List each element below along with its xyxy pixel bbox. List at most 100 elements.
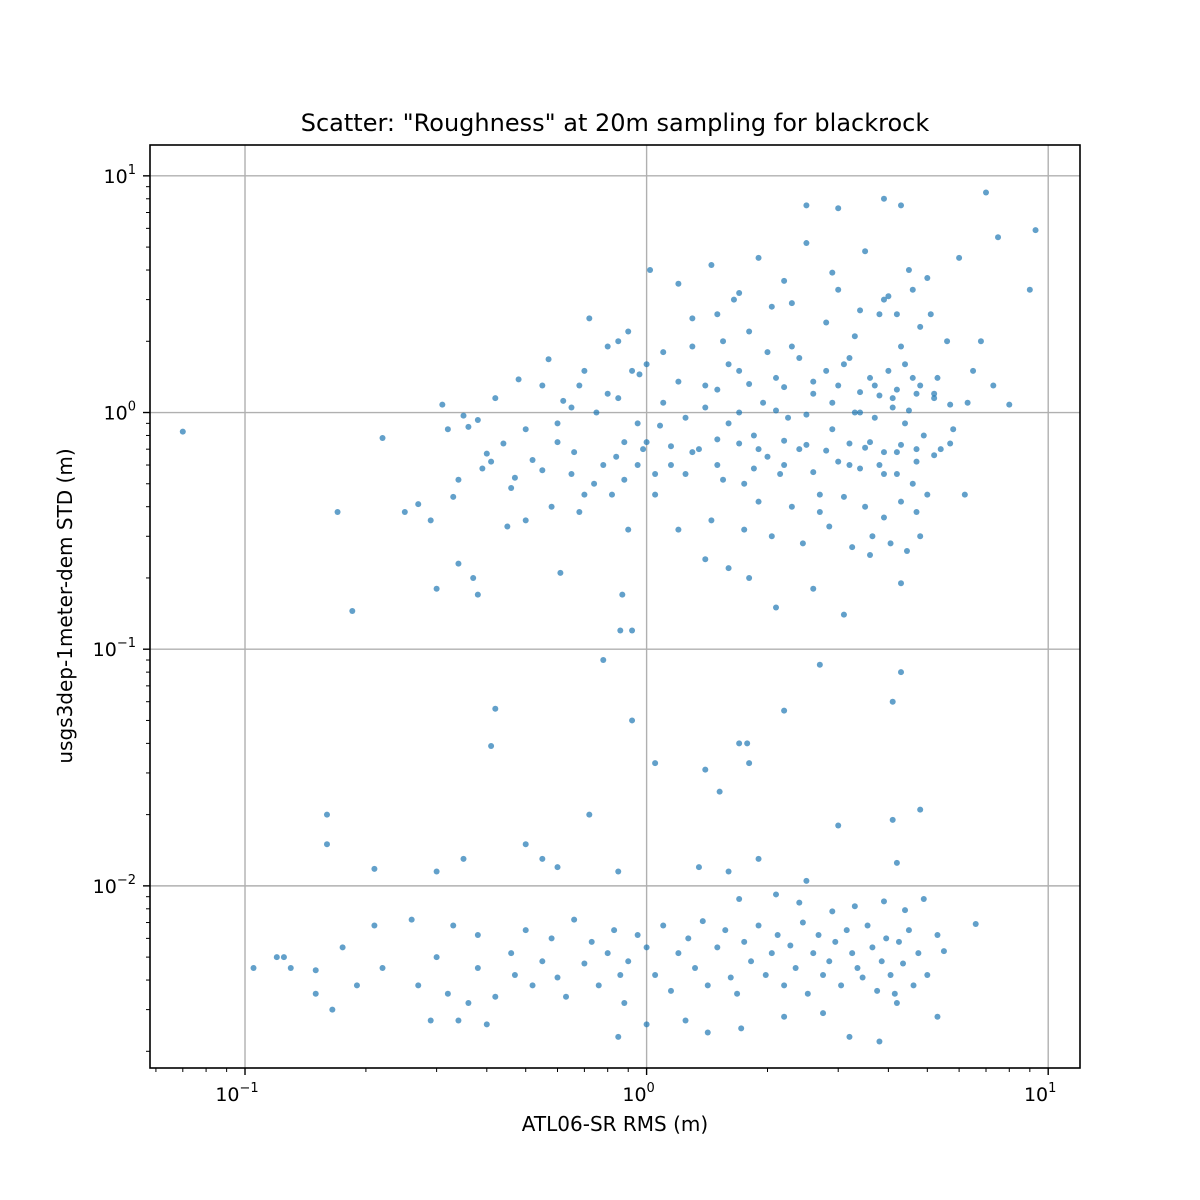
axis-ticks: 10−1 100 101 10−2 10−1 100 101 xyxy=(93,163,1057,1106)
scatter-point xyxy=(893,999,900,1006)
scatter-point xyxy=(755,446,762,453)
scatter-point xyxy=(689,315,696,322)
scatter-point xyxy=(796,354,803,361)
scatter-point xyxy=(660,349,667,356)
scatter-point xyxy=(788,300,795,307)
scatter-point xyxy=(511,474,518,481)
scatter-point xyxy=(840,611,847,618)
scatter-point xyxy=(920,432,927,439)
scatter-point xyxy=(371,922,378,929)
scatter-point xyxy=(880,470,887,477)
y-tick-label: 101 xyxy=(104,163,136,188)
scatter-point xyxy=(529,457,536,464)
scatter-point xyxy=(689,449,696,456)
scatter-point xyxy=(788,343,795,350)
scatter-point xyxy=(859,974,866,981)
scatter-point xyxy=(876,462,883,469)
scatter-point xyxy=(768,303,775,310)
scatter-point xyxy=(803,411,810,418)
scatter-point xyxy=(621,999,628,1006)
scatter-point xyxy=(695,864,702,871)
scatter-point xyxy=(736,367,743,374)
scatter-point xyxy=(379,435,386,442)
scatter-point xyxy=(571,449,578,456)
scatter-point xyxy=(910,982,917,989)
scatter-point xyxy=(474,591,481,598)
scatter-point xyxy=(889,698,896,705)
scatter-point xyxy=(755,498,762,505)
scatter-point xyxy=(900,960,907,967)
scatter-point xyxy=(643,439,650,446)
scatter-point xyxy=(660,922,667,929)
scatter-point xyxy=(704,982,711,989)
scatter-point xyxy=(915,950,922,957)
scatter-point xyxy=(714,311,721,318)
scatter-point xyxy=(840,493,847,500)
scatter-point xyxy=(889,816,896,823)
scatter-point xyxy=(667,462,674,469)
scatter-point xyxy=(433,585,440,592)
scatter-point xyxy=(179,428,186,435)
scatter-point xyxy=(702,382,709,389)
scatter-point xyxy=(810,469,817,476)
scatter-point xyxy=(746,574,753,581)
scatter-point xyxy=(947,401,954,408)
scatter-point xyxy=(982,189,989,196)
x-tick-label: 101 xyxy=(1024,1081,1056,1106)
scatter-point xyxy=(961,491,968,498)
scatter-point xyxy=(323,811,330,818)
scatter-point xyxy=(764,349,771,356)
scatter-point xyxy=(488,458,495,465)
scatter-point xyxy=(408,916,415,923)
scatter-point xyxy=(876,1038,883,1045)
scatter-point xyxy=(629,367,636,374)
scatter-point xyxy=(781,437,788,444)
scatter-point xyxy=(675,280,682,287)
scatter-point xyxy=(736,409,743,416)
scatter-point xyxy=(787,942,794,949)
scatter-point xyxy=(621,439,628,446)
scatter-point xyxy=(708,517,715,524)
scatter-point xyxy=(815,932,822,939)
scatter-point xyxy=(835,382,842,389)
scatter-point xyxy=(829,426,836,433)
scatter-point xyxy=(934,374,941,381)
scatter-point xyxy=(529,982,536,989)
scatter-point xyxy=(714,462,721,469)
scatter-point xyxy=(843,927,850,934)
scatter-point xyxy=(862,248,869,255)
scatter-point xyxy=(995,234,1002,241)
scatter-point xyxy=(634,462,641,469)
scatter-point xyxy=(660,399,667,406)
scatter-point xyxy=(465,999,472,1006)
scatter-point xyxy=(629,627,636,634)
scatter-point xyxy=(972,921,979,928)
scatter-point xyxy=(450,922,457,929)
plot-area-frame xyxy=(149,144,1081,1069)
scatter-point xyxy=(563,993,570,1000)
scatter-point xyxy=(773,891,780,898)
scatter-point xyxy=(931,390,938,397)
scatter-point xyxy=(898,202,905,209)
scatter-point xyxy=(725,868,732,875)
scatter-point xyxy=(864,922,871,929)
scatter-point xyxy=(581,491,588,498)
scatter-point xyxy=(934,932,941,939)
scatter-point xyxy=(625,958,632,965)
scatter-point xyxy=(755,855,762,862)
scatter-point xyxy=(474,964,481,971)
scatter-point xyxy=(379,964,386,971)
scatter-point xyxy=(1032,227,1039,234)
scatter-point xyxy=(725,420,732,427)
scatter-point xyxy=(675,526,682,533)
scatter-point xyxy=(738,1025,745,1032)
scatter-point xyxy=(750,432,757,439)
scatter-point xyxy=(857,465,864,472)
scatter-point xyxy=(878,958,885,965)
scatter-point xyxy=(869,944,876,951)
scatter-point xyxy=(893,311,900,318)
scatter-point xyxy=(880,195,887,202)
scatter-point xyxy=(940,948,947,955)
